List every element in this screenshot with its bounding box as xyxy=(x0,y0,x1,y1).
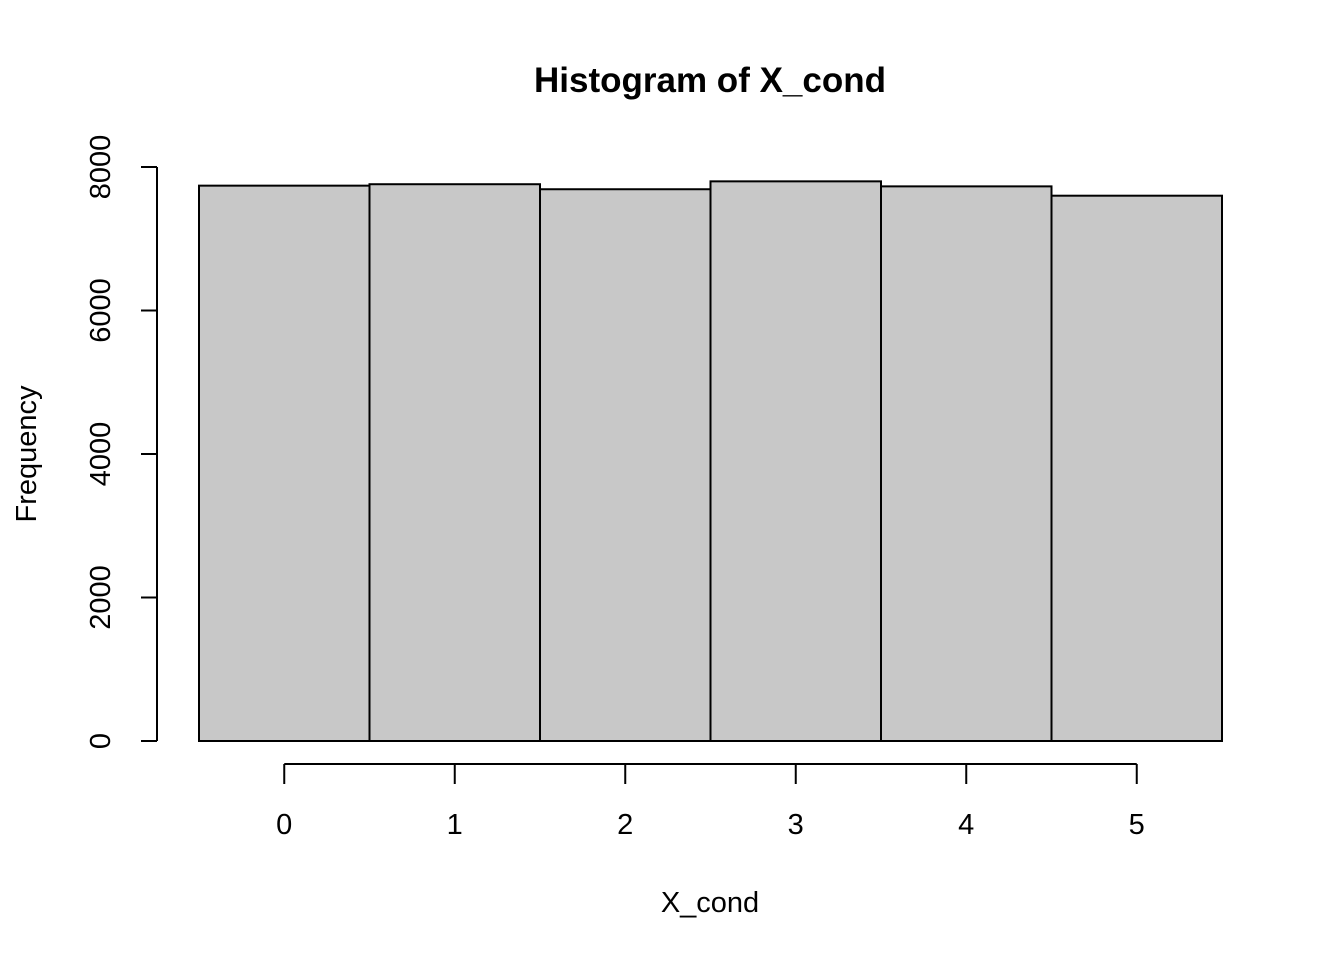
histogram-bar-5 xyxy=(1050,194,1223,742)
bars-group xyxy=(198,180,1223,743)
x-tick-label: 2 xyxy=(617,809,633,841)
y-tick-label: 6000 xyxy=(85,278,117,343)
chart-title: Histogram of X_cond xyxy=(534,61,886,100)
histogram-bar-2 xyxy=(539,188,712,742)
histogram-bar-4 xyxy=(880,185,1053,742)
x-axis-label: X_cond xyxy=(661,887,759,919)
y-tick-label: 4000 xyxy=(85,422,117,487)
histogram-bar-0 xyxy=(198,184,371,742)
y-tick-label: 2000 xyxy=(85,565,117,630)
x-axis: 0 1 2 3 4 5 xyxy=(276,763,1145,841)
x-tick-label: 3 xyxy=(788,809,804,841)
y-axis: 0 2000 4000 6000 8000 xyxy=(85,135,158,749)
histogram-bar-3 xyxy=(709,180,882,743)
y-tick-label: 8000 xyxy=(85,135,117,200)
x-tick-label: 1 xyxy=(447,809,463,841)
x-tick-label: 0 xyxy=(276,809,292,841)
y-tick-label: 0 xyxy=(85,733,117,749)
x-tick-label: 5 xyxy=(1129,809,1145,841)
x-tick-label: 4 xyxy=(958,809,974,841)
histogram-bar-1 xyxy=(368,183,541,743)
y-axis-label: Frequency xyxy=(11,385,43,523)
